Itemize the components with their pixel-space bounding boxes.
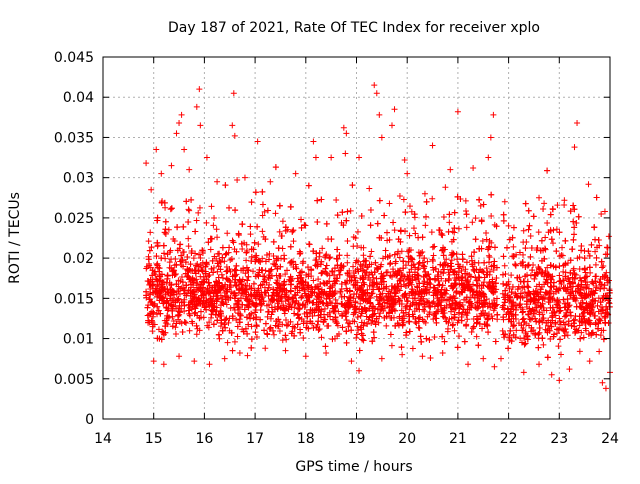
chart-background <box>0 0 640 480</box>
